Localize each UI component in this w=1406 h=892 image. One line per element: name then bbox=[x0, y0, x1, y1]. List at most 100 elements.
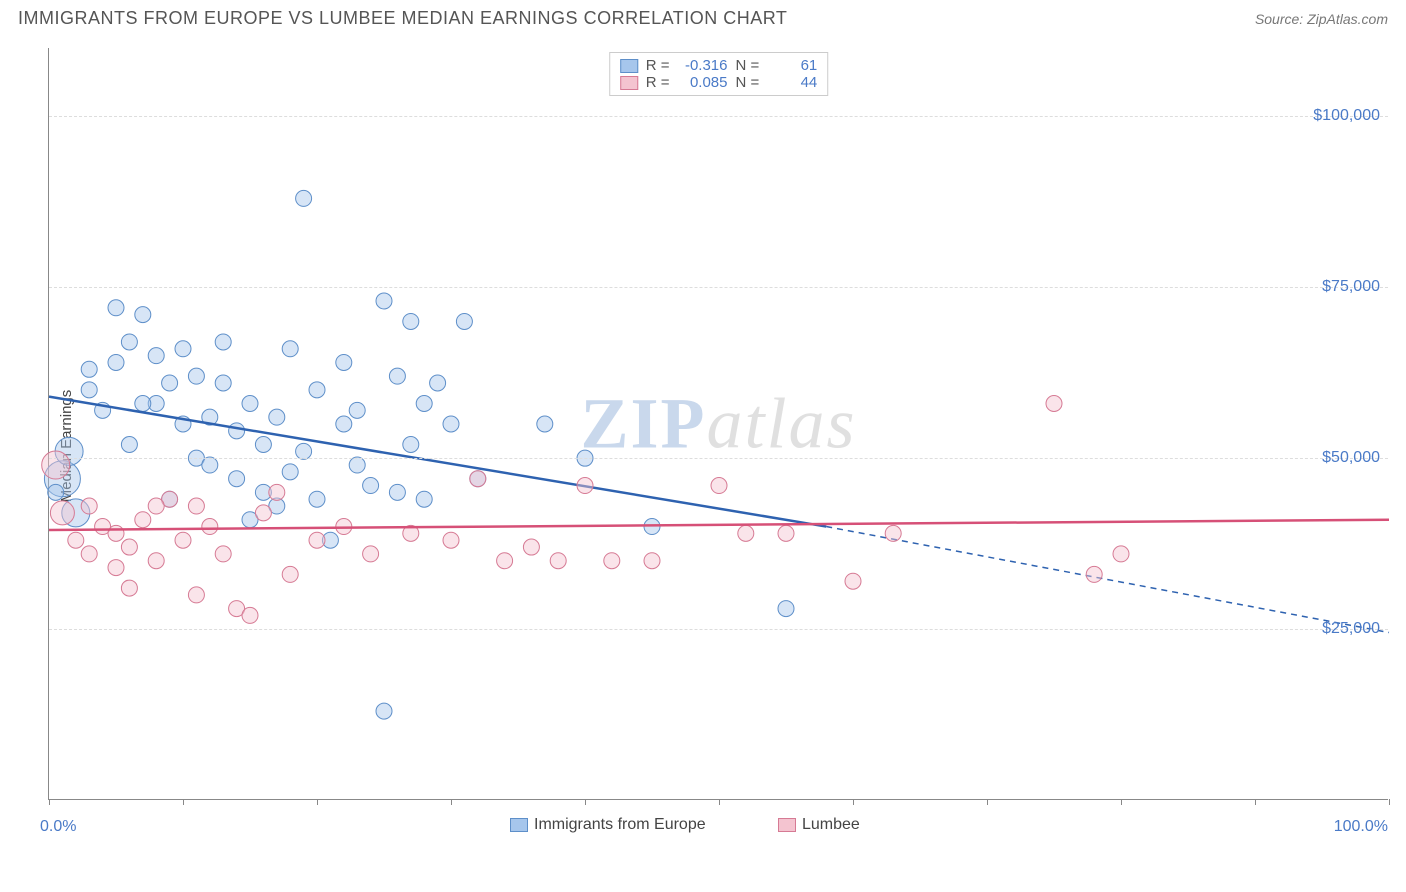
chart-title: IMMIGRANTS FROM EUROPE VS LUMBEE MEDIAN … bbox=[18, 8, 787, 29]
scatter-point bbox=[282, 341, 298, 357]
chart-header: IMMIGRANTS FROM EUROPE VS LUMBEE MEDIAN … bbox=[0, 0, 1406, 33]
scatter-point bbox=[416, 395, 432, 411]
scatter-point bbox=[470, 471, 486, 487]
scatter-point bbox=[778, 601, 794, 617]
scatter-point bbox=[537, 416, 553, 432]
scatter-point bbox=[229, 471, 245, 487]
n-label: N = bbox=[736, 57, 760, 74]
scatter-point bbox=[135, 512, 151, 528]
swatch-icon bbox=[778, 818, 796, 832]
scatter-point bbox=[121, 580, 137, 596]
scatter-point bbox=[242, 395, 258, 411]
y-tick-label: $25,000 bbox=[1322, 620, 1380, 638]
gridline bbox=[49, 287, 1388, 288]
gridline bbox=[49, 629, 1388, 630]
scatter-point bbox=[363, 546, 379, 562]
n-label: N = bbox=[736, 74, 760, 91]
scatter-point bbox=[309, 491, 325, 507]
scatter-point bbox=[1086, 566, 1102, 582]
scatter-point bbox=[778, 525, 794, 541]
series-legend-label: Immigrants from Europe bbox=[534, 816, 706, 834]
scatter-point bbox=[108, 354, 124, 370]
trend-line-extension bbox=[826, 527, 1389, 633]
scatter-point bbox=[68, 532, 84, 548]
n-value: 44 bbox=[767, 74, 817, 91]
correlation-legend: R = -0.316 N = 61 R = 0.085 N = 44 bbox=[609, 52, 829, 96]
scatter-point bbox=[255, 505, 271, 521]
scatter-point bbox=[282, 464, 298, 480]
scatter-point bbox=[48, 484, 64, 500]
scatter-point bbox=[202, 457, 218, 473]
scatter-svg bbox=[49, 48, 1388, 799]
scatter-point bbox=[550, 553, 566, 569]
scatter-point bbox=[175, 532, 191, 548]
scatter-point bbox=[215, 375, 231, 391]
r-value: -0.316 bbox=[678, 57, 728, 74]
scatter-point bbox=[81, 546, 97, 562]
scatter-point bbox=[885, 525, 901, 541]
scatter-point bbox=[188, 498, 204, 514]
scatter-point bbox=[135, 307, 151, 323]
chart-source: Source: ZipAtlas.com bbox=[1255, 11, 1388, 27]
scatter-point bbox=[81, 361, 97, 377]
scatter-point bbox=[269, 409, 285, 425]
series-legend-label: Lumbee bbox=[802, 816, 860, 834]
x-axis-min-label: 0.0% bbox=[40, 818, 76, 836]
scatter-point bbox=[523, 539, 539, 555]
scatter-point bbox=[121, 539, 137, 555]
x-tick bbox=[719, 799, 720, 805]
n-value: 61 bbox=[767, 57, 817, 74]
scatter-point bbox=[255, 437, 271, 453]
scatter-point bbox=[148, 348, 164, 364]
scatter-point bbox=[336, 354, 352, 370]
scatter-point bbox=[108, 300, 124, 316]
y-tick-label: $100,000 bbox=[1313, 107, 1380, 125]
scatter-point bbox=[296, 190, 312, 206]
scatter-point bbox=[389, 484, 405, 500]
x-tick bbox=[317, 799, 318, 805]
scatter-point bbox=[50, 501, 74, 525]
y-tick-label: $75,000 bbox=[1322, 278, 1380, 296]
scatter-point bbox=[711, 478, 727, 494]
x-tick bbox=[1121, 799, 1122, 805]
scatter-point bbox=[403, 437, 419, 453]
scatter-point bbox=[738, 525, 754, 541]
scatter-point bbox=[81, 382, 97, 398]
scatter-point bbox=[1113, 546, 1129, 562]
scatter-point bbox=[242, 607, 258, 623]
gridline bbox=[49, 116, 1388, 117]
series-legend-item: Immigrants from Europe bbox=[510, 816, 706, 834]
r-label: R = bbox=[646, 74, 670, 91]
scatter-point bbox=[202, 519, 218, 535]
x-tick bbox=[987, 799, 988, 805]
correlation-row: R = 0.085 N = 44 bbox=[620, 74, 818, 91]
x-tick bbox=[1389, 799, 1390, 805]
scatter-point bbox=[456, 313, 472, 329]
scatter-point bbox=[430, 375, 446, 391]
scatter-point bbox=[282, 566, 298, 582]
r-value: 0.085 bbox=[678, 74, 728, 91]
scatter-point bbox=[577, 478, 593, 494]
scatter-point bbox=[349, 402, 365, 418]
swatch-icon bbox=[620, 59, 638, 73]
scatter-point bbox=[215, 334, 231, 350]
scatter-point bbox=[188, 587, 204, 603]
gridline bbox=[49, 458, 1388, 459]
x-tick bbox=[451, 799, 452, 805]
x-tick bbox=[49, 799, 50, 805]
scatter-point bbox=[309, 532, 325, 548]
scatter-point bbox=[845, 573, 861, 589]
scatter-point bbox=[269, 484, 285, 500]
scatter-point bbox=[336, 416, 352, 432]
scatter-point bbox=[108, 560, 124, 576]
scatter-point bbox=[148, 498, 164, 514]
correlation-row: R = -0.316 N = 61 bbox=[620, 57, 818, 74]
scatter-point bbox=[1046, 395, 1062, 411]
x-tick bbox=[183, 799, 184, 805]
x-tick bbox=[585, 799, 586, 805]
scatter-point bbox=[296, 443, 312, 459]
swatch-icon bbox=[620, 76, 638, 90]
scatter-point bbox=[403, 313, 419, 329]
scatter-point bbox=[349, 457, 365, 473]
scatter-point bbox=[309, 382, 325, 398]
